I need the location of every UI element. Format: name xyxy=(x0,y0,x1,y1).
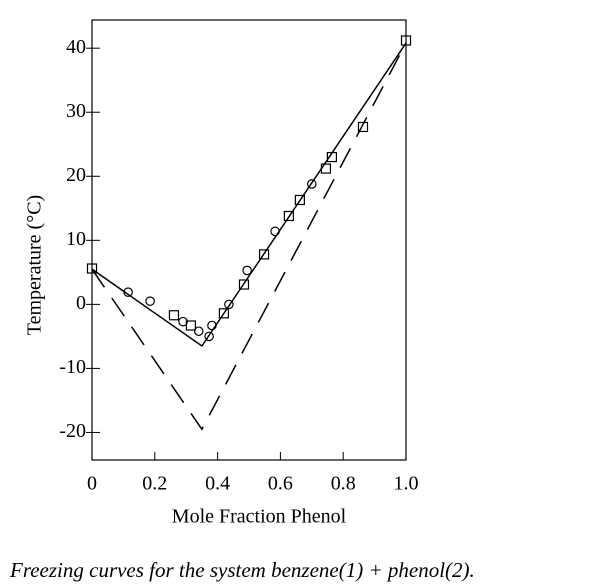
circle-point xyxy=(145,296,155,306)
y-tick-label: 20 xyxy=(66,164,86,186)
x-tick-label: 0.4 xyxy=(205,473,230,495)
circle-point xyxy=(178,316,188,327)
square-point xyxy=(218,308,229,319)
circle-point xyxy=(204,331,214,342)
y-tick-label: 40 xyxy=(66,36,86,58)
circle-point xyxy=(207,320,217,331)
circle-point xyxy=(306,179,317,189)
square-point xyxy=(294,194,305,206)
square-point xyxy=(238,279,250,290)
x-tick-label: 0.6 xyxy=(268,473,293,495)
x-tick-label: 0 xyxy=(87,473,97,495)
square-point xyxy=(86,263,98,274)
solid-line xyxy=(91,42,407,348)
circle-point xyxy=(123,287,133,297)
circle-point xyxy=(242,265,252,276)
square-point xyxy=(326,151,337,163)
square-point xyxy=(283,210,294,222)
circle-point xyxy=(193,326,204,337)
y-tick-label: 30 xyxy=(66,100,86,122)
x-tick-label: 0.8 xyxy=(331,473,356,495)
square-point xyxy=(400,35,412,46)
square-point xyxy=(357,121,369,133)
square-point xyxy=(258,249,270,260)
square-point xyxy=(168,310,180,321)
y-tick-label: 0 xyxy=(76,292,86,314)
y-tick-label: -10 xyxy=(59,356,86,378)
circle-point xyxy=(224,299,234,310)
y-tick-label: -20 xyxy=(59,420,86,442)
y-tick-label: 10 xyxy=(66,228,86,250)
x-axis-label: Mole Fraction Phenol xyxy=(172,506,347,528)
y-axis-label: Temperature (°C) xyxy=(24,195,46,335)
square-point xyxy=(320,163,332,174)
square-point xyxy=(185,320,197,331)
circle-point xyxy=(270,226,280,237)
x-tick-label: 0.2 xyxy=(142,473,167,495)
dashed-line xyxy=(91,42,407,431)
caption: Freezing curves for the system benzene(1… xyxy=(9,558,475,582)
x-tick-label: 1.0 xyxy=(394,473,419,495)
plot-frame xyxy=(91,19,407,461)
